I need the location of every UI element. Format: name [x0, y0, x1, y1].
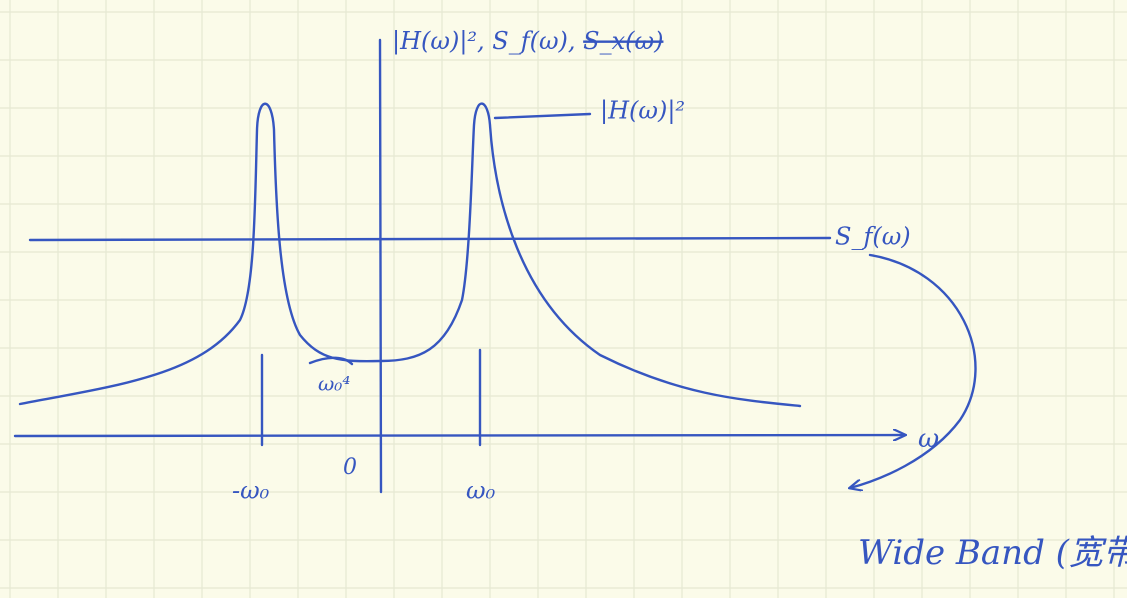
- h-leader: [493, 112, 592, 120]
- min-label: ω₀⁴: [318, 372, 350, 396]
- h-squared-curve: [18, 102, 802, 408]
- axis-title-struck: S_x(ω): [583, 27, 663, 55]
- axis-title: |H(ω)|², S_f(ω), S_x(ω): [392, 27, 663, 56]
- h-label: |H(ω)|²: [600, 97, 685, 126]
- min-leader: [308, 356, 354, 366]
- tick-label: ω₀: [466, 477, 496, 505]
- tick-label: -ω₀: [232, 477, 270, 505]
- wide-band-note: Wide Band (宽带域): [858, 533, 1127, 573]
- sf-label: S_f(ω): [835, 223, 911, 251]
- horizontal-axis: [13, 435, 905, 436]
- axis-title-main: |H(ω)|², S_f(ω),: [392, 27, 583, 56]
- sf-line: [28, 236, 832, 242]
- x-axis-label: ω: [918, 424, 939, 454]
- note-arrow: [850, 253, 977, 488]
- vertical-axis: [378, 38, 383, 494]
- tick-label: 0: [343, 455, 357, 480]
